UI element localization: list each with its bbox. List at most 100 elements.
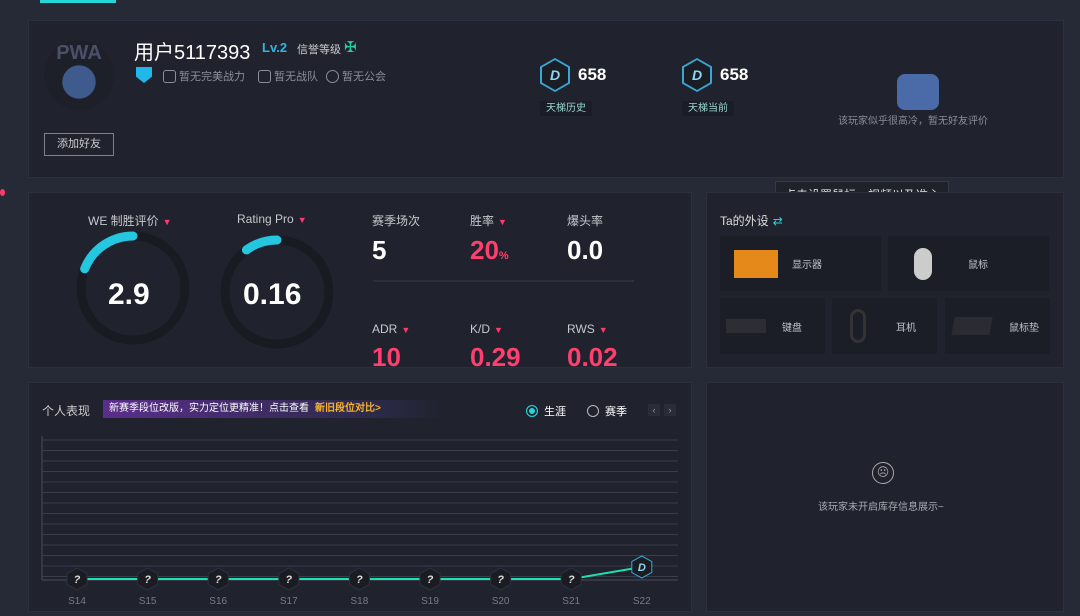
stat-label: 赛季场次 (372, 214, 421, 228)
rank-label: ? (497, 574, 504, 586)
friend-review-text: 该玩家似乎很高冷，暂无好友评价 (838, 116, 988, 127)
inventory-panel (706, 382, 1064, 612)
ladder-current[interactable]: D 658 天梯当前 (682, 58, 748, 116)
stat-value: 20% (470, 235, 509, 265)
stat-label: 爆头率 (567, 214, 604, 228)
x-tick-label: S22 (633, 596, 651, 607)
rank-label: ? (144, 574, 151, 586)
rank-label: ? (74, 574, 81, 586)
rank-history-chart: ? S14? S15? S16? S17? S18? S19? S20? S21 D S22 (41, 436, 678, 607)
active-tab-indicator (40, 0, 116, 3)
rating-gauge-arc (241, 235, 282, 255)
peripherals-title: Ta的外设 ⇄ (720, 214, 783, 228)
stat-value: 10 (372, 342, 401, 372)
stat-3[interactable]: ADR ▼ 10 (372, 322, 410, 373)
rank-d-icon: D (682, 58, 712, 92)
team-info[interactable]: 暂无战队 (258, 68, 318, 84)
gauges (76, 231, 634, 349)
x-tick-label: S21 (562, 596, 580, 607)
ladder-current-score: 658 (720, 65, 749, 84)
stat-value: 0.0 (567, 235, 604, 265)
x-tick-label: S18 (351, 596, 369, 607)
sad-face-icon: ☹ (872, 462, 894, 484)
headset-image (850, 309, 866, 343)
career-radio[interactable]: 生涯 (526, 403, 566, 419)
stat-4[interactable]: K/D ▼ 0.29 (470, 322, 521, 373)
stat-label: K/D ▼ (470, 322, 503, 336)
stat-value: 0.29 (470, 342, 521, 372)
x-tick-label: S14 (68, 596, 86, 607)
avatar: PWA (44, 40, 114, 110)
stat-0: 赛季场次 5 (372, 212, 420, 266)
inventory-message: 该玩家未开启库存信息展示~ (818, 502, 944, 513)
x-tick-label: S15 (139, 596, 157, 607)
rating-pro-dropdown[interactable]: Rating Pro ▼ (237, 212, 307, 226)
rank-marker-S18 (348, 567, 370, 591)
rank-marker-S16 (207, 567, 229, 591)
stat-value: 5 (372, 235, 387, 265)
rank-label: ? (356, 574, 363, 586)
rank-label: ? (427, 574, 434, 586)
next-button[interactable]: › (664, 404, 676, 416)
power-info[interactable]: 暂无完美战力 (163, 68, 245, 84)
rank-marker-S21 (560, 567, 582, 591)
stat-5[interactable]: RWS ▼ 0.02 (567, 322, 618, 373)
device-monitor[interactable]: 显示器 (720, 236, 881, 291)
rank-marker-S14 (66, 567, 88, 591)
x-tick-label: S17 (280, 596, 298, 607)
rank-label: ? (285, 574, 292, 586)
radio-unselected[interactable] (587, 405, 599, 417)
performance-title: 个人表现 (42, 404, 91, 418)
diamond-icon (163, 69, 176, 83)
team-flag-icon (258, 69, 271, 83)
stat-value: 0.02 (567, 342, 618, 372)
rank-marker-S20 (490, 567, 512, 591)
rank-marker-S22 (631, 555, 653, 579)
stat-1[interactable]: 胜率 ▼ 20% (470, 212, 509, 266)
rank-change-banner[interactable]: 新赛季段位改版，实力定位更精准！点击查看 新旧段位对比> (103, 400, 443, 418)
mouse-image (914, 247, 932, 280)
guild-icon (326, 69, 339, 83)
rank-label: D (638, 562, 646, 574)
username: 用户5117393 (134, 42, 251, 64)
add-friend-button[interactable]: 添加好友 (44, 133, 114, 156)
we-gauge-arc (80, 231, 138, 274)
season-radio[interactable]: 赛季 (587, 403, 627, 419)
rank-d-icon: D (540, 58, 570, 92)
mousepad-image (951, 317, 993, 335)
we-rating-value: 2.9 (108, 278, 150, 311)
rating-pro-value: 0.16 (243, 278, 302, 311)
stat-label: RWS ▼ (567, 322, 608, 336)
device-headset[interactable]: 耳机 (832, 298, 937, 354)
mascot-icon (897, 74, 939, 110)
profile-panel (28, 20, 1064, 178)
ladder-history[interactable]: D 658 天梯历史 (540, 58, 606, 116)
x-tick-label: S16 (209, 596, 227, 607)
ladder-history-score: 658 (578, 65, 607, 84)
stat-label: 胜率 ▼ (470, 214, 507, 228)
stat-2: 爆头率 0.0 (567, 212, 603, 266)
prev-button[interactable]: ‹ (648, 404, 660, 416)
radio-selected[interactable] (526, 405, 538, 417)
we-rating-dropdown[interactable]: WE 制胜评价 ▼ (88, 214, 172, 228)
rank-label: ? (215, 574, 222, 586)
guild-text: 暂无公会 (342, 71, 386, 83)
credit-wings-icon[interactable]: ✠ (344, 39, 357, 56)
guild-info[interactable]: 暂无公会 (326, 68, 386, 84)
device-mousepad[interactable]: 鼠标垫 (945, 298, 1050, 354)
credit-level-label: 信誉等级 (297, 44, 341, 56)
rank-marker-S17 (278, 567, 300, 591)
rank-compare-link[interactable]: 新旧段位对比> (315, 403, 381, 414)
monitor-image (734, 249, 778, 278)
notification-dot (0, 189, 5, 196)
ladder-history-label: 天梯历史 (540, 101, 592, 116)
team-text: 暂无战队 (274, 71, 318, 83)
level-badge: Lv.2 (262, 40, 288, 55)
device-keyboard[interactable]: 键盘 (720, 298, 825, 354)
switch-icon[interactable]: ⇄ (772, 214, 783, 228)
shield-icon[interactable] (136, 67, 152, 83)
rank-marker-S15 (137, 567, 159, 591)
device-mouse[interactable]: 鼠标 (888, 236, 1049, 291)
rank-label: ? (568, 574, 575, 586)
keyboard-image (726, 319, 766, 333)
